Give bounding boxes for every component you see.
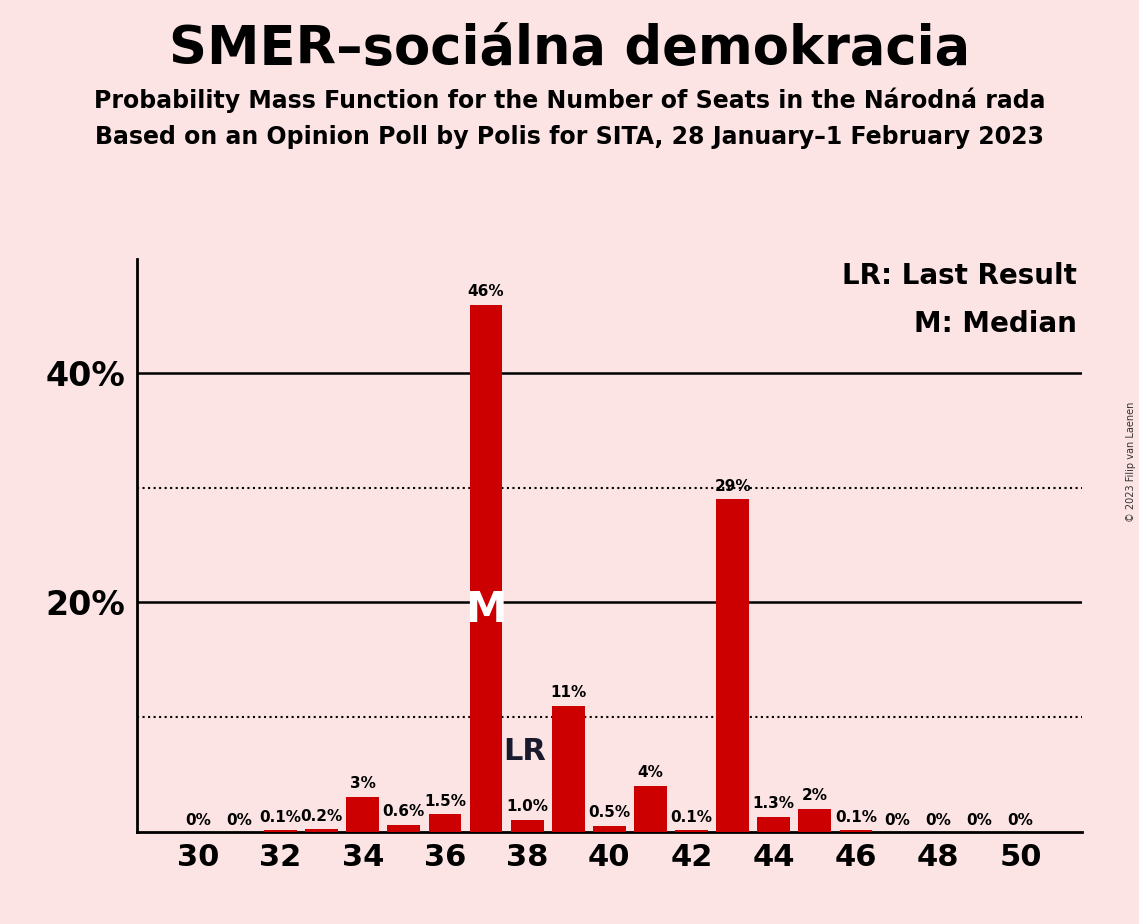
Text: SMER–sociálna demokracia: SMER–sociálna demokracia: [169, 23, 970, 75]
Text: 0%: 0%: [1008, 813, 1033, 828]
Bar: [634, 785, 667, 832]
Text: © 2023 Filip van Laenen: © 2023 Filip van Laenen: [1126, 402, 1136, 522]
Text: 11%: 11%: [550, 685, 587, 699]
Text: 0.6%: 0.6%: [383, 804, 425, 819]
Text: 0.1%: 0.1%: [835, 809, 877, 825]
Text: 29%: 29%: [714, 479, 751, 493]
Bar: [428, 814, 461, 832]
Text: 0%: 0%: [884, 813, 910, 828]
Text: 1.0%: 1.0%: [506, 799, 548, 814]
Bar: [264, 831, 297, 832]
Text: Based on an Opinion Poll by Polis for SITA, 28 January–1 February 2023: Based on an Opinion Poll by Polis for SI…: [95, 125, 1044, 149]
Bar: [757, 817, 790, 832]
Bar: [716, 499, 749, 832]
Text: 0%: 0%: [227, 813, 253, 828]
Text: M: M: [466, 590, 507, 631]
Bar: [675, 831, 708, 832]
Text: 0.2%: 0.2%: [301, 808, 343, 823]
Bar: [387, 825, 420, 832]
Text: Probability Mass Function for the Number of Seats in the Národná rada: Probability Mass Function for the Number…: [93, 88, 1046, 114]
Text: 0%: 0%: [966, 813, 992, 828]
Text: 3%: 3%: [350, 776, 376, 792]
Bar: [593, 826, 625, 832]
Text: 0%: 0%: [925, 813, 951, 828]
Bar: [346, 797, 379, 832]
Text: 1.3%: 1.3%: [753, 796, 795, 811]
Text: 0.1%: 0.1%: [671, 809, 713, 825]
Text: 0.1%: 0.1%: [260, 809, 302, 825]
Bar: [839, 831, 872, 832]
Text: 2%: 2%: [802, 788, 828, 803]
Bar: [510, 821, 543, 832]
Text: 0%: 0%: [186, 813, 211, 828]
Bar: [551, 706, 584, 832]
Text: 0.5%: 0.5%: [589, 805, 630, 821]
Text: LR: Last Result: LR: Last Result: [843, 261, 1077, 289]
Text: LR: LR: [503, 737, 547, 766]
Bar: [798, 808, 831, 832]
Text: 46%: 46%: [468, 284, 505, 298]
Bar: [469, 305, 502, 832]
Bar: [305, 830, 338, 832]
Text: 1.5%: 1.5%: [424, 794, 466, 808]
Text: M: Median: M: Median: [915, 310, 1077, 338]
Text: 4%: 4%: [638, 765, 663, 780]
